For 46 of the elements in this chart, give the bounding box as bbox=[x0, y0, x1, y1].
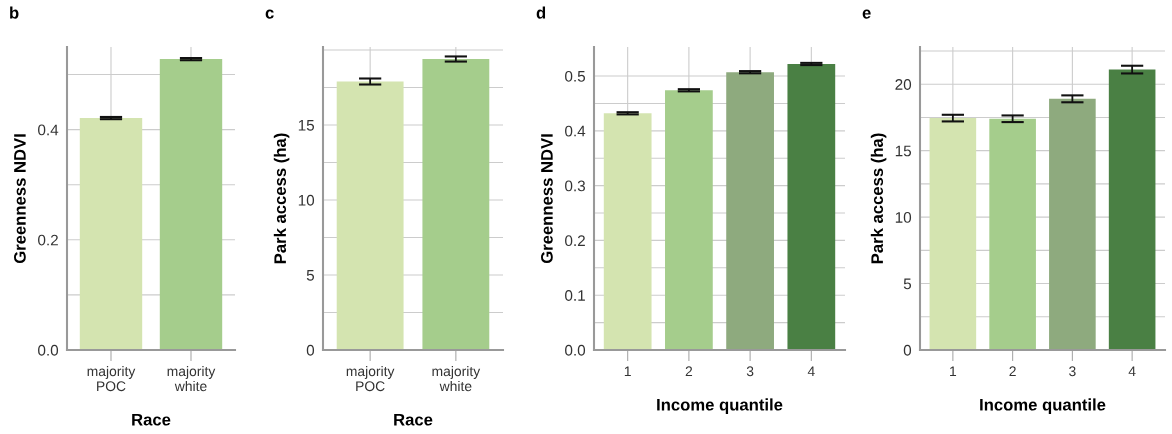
bar bbox=[989, 118, 1036, 350]
y-tick-label: 10 bbox=[895, 211, 912, 223]
x-tick-label: majority white bbox=[432, 365, 481, 392]
y-tick-label: 20 bbox=[895, 79, 912, 90]
y-tick-label: 0.2 bbox=[565, 235, 585, 247]
y-tick-label: 15 bbox=[298, 120, 315, 131]
chart-title: c bbox=[265, 9, 274, 19]
x-tick-label: majority POC bbox=[87, 365, 136, 392]
x-tick-label: 1 bbox=[624, 366, 631, 377]
x-axis-title: Race bbox=[132, 413, 171, 426]
x-axis-title: Income quantile bbox=[657, 398, 783, 414]
x-tick-label: 3 bbox=[1069, 366, 1076, 377]
x-axis-title: Income quantile bbox=[980, 398, 1106, 414]
y-tick-label: 0 bbox=[903, 344, 912, 356]
y-tick-label: 0.0 bbox=[38, 344, 59, 356]
x-tick-label: 2 bbox=[685, 366, 693, 377]
y-tick-label: 0.4 bbox=[38, 124, 59, 136]
chart-title: e bbox=[862, 9, 871, 19]
bar bbox=[1108, 69, 1156, 350]
y-tick-label: 0.3 bbox=[565, 180, 585, 192]
y-tick-label: 0.4 bbox=[565, 125, 586, 137]
y-tick-label: 0.1 bbox=[565, 290, 585, 301]
chart-title: d bbox=[536, 6, 546, 19]
x-tick-label: 2 bbox=[1009, 366, 1016, 377]
y-tick-label: 0.5 bbox=[565, 70, 586, 82]
y-axis-title: Park access (ha) bbox=[273, 133, 290, 264]
y-axis-title: Greenness NDVI bbox=[541, 134, 553, 264]
y-tick-label: 10 bbox=[298, 194, 315, 206]
y-tick-label: 0.2 bbox=[38, 234, 58, 246]
x-axis-title: Race bbox=[394, 413, 433, 426]
x-tick-label: 4 bbox=[1128, 366, 1136, 377]
y-tick-label: 0.0 bbox=[565, 344, 586, 356]
y-tick-label: 5 bbox=[306, 270, 315, 281]
x-tick-label: 1 bbox=[950, 366, 957, 377]
y-tick-label: 0 bbox=[306, 344, 315, 356]
x-tick-label: 4 bbox=[807, 366, 815, 377]
y-tick-label: 15 bbox=[895, 145, 912, 157]
y-axis-title: Greenness NDVI bbox=[14, 134, 26, 264]
bar bbox=[1049, 98, 1096, 350]
y-axis-title: Park access (ha) bbox=[870, 133, 887, 264]
x-tick-label: majority POC bbox=[346, 365, 395, 392]
x-tick-label: majority white bbox=[167, 365, 216, 392]
y-tick-label: 5 bbox=[903, 278, 912, 290]
bar bbox=[929, 118, 977, 350]
x-tick-label: 3 bbox=[746, 366, 754, 377]
chart-title: b bbox=[10, 6, 19, 19]
